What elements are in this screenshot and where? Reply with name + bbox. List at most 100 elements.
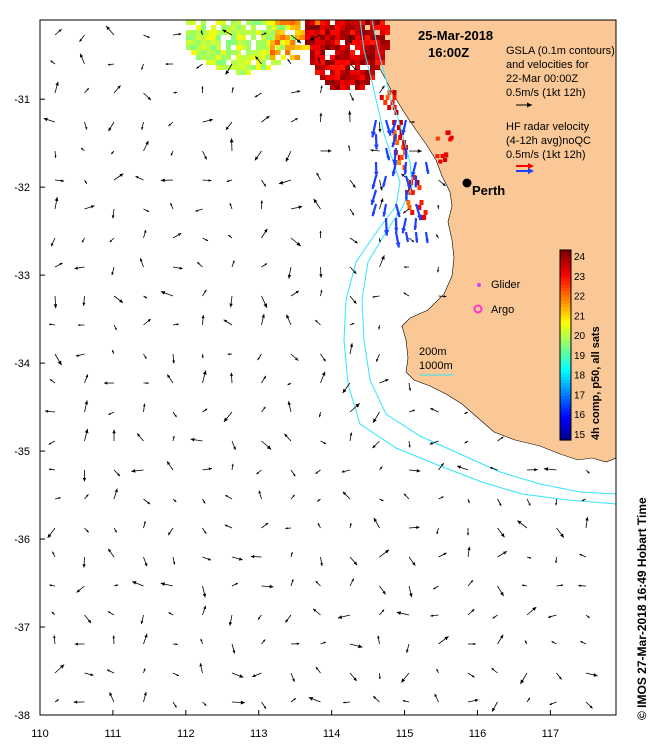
sst-pixel xyxy=(256,45,261,50)
sst-pixel xyxy=(251,20,256,25)
velocity-arrow-head xyxy=(203,501,206,504)
velocity-arrow-head xyxy=(139,258,143,262)
velocity-arrow-head xyxy=(48,442,52,445)
sst-pixel xyxy=(380,55,385,60)
velocity-arrow-head xyxy=(308,697,314,701)
colorbar-step xyxy=(560,414,571,419)
colorbar: 24 23 22 21 20 19 18 17 16 15 xyxy=(559,249,586,441)
velocity-arrow-head xyxy=(208,179,212,182)
sst-pixel xyxy=(417,205,422,210)
sst-pixel xyxy=(315,50,320,55)
colorbar-step xyxy=(560,303,571,308)
velocity-arrow-head xyxy=(292,473,296,477)
sst-pixel xyxy=(186,20,191,25)
sst-pixel xyxy=(186,30,191,35)
sst-pixel xyxy=(365,55,370,60)
sst-pixel xyxy=(385,25,390,30)
velocity-arrow-head xyxy=(378,676,381,680)
velocity-arrow-head xyxy=(348,110,352,115)
sst-pixel xyxy=(340,30,345,35)
velocity-arrow-head xyxy=(381,609,385,612)
sst-pixel xyxy=(256,55,261,60)
colorbar-tick-label: 21 xyxy=(574,311,586,322)
velocity-arrow-head xyxy=(403,493,407,497)
sst-pixel xyxy=(315,70,320,75)
sst-pixel xyxy=(360,80,365,85)
sst-pixel xyxy=(196,30,201,35)
sst-pixel xyxy=(236,50,241,55)
velocity-arrow-head xyxy=(225,126,229,130)
sst-pixel xyxy=(275,35,280,40)
hf-radar-arrow-head xyxy=(411,171,416,177)
sst-pixel xyxy=(310,30,315,35)
colorbar-label: 4h comp, p50, all sats xyxy=(590,326,602,440)
hf-radar-arrow-head xyxy=(425,169,430,174)
velocity-arrow-head xyxy=(373,418,377,423)
hf-scale-arrows xyxy=(516,163,534,174)
sst-pixel xyxy=(360,20,365,25)
sst-pixel xyxy=(271,35,276,40)
velocity-arrow-head xyxy=(298,205,303,210)
velocity-arrow-head xyxy=(287,401,291,405)
velocity-arrow-head xyxy=(353,300,357,304)
velocity-arrow-head xyxy=(115,584,119,587)
sst-pixel xyxy=(285,40,290,45)
sst-pixel xyxy=(350,55,355,60)
hf-radar-arrow-head xyxy=(395,242,401,248)
sst-pixel xyxy=(261,60,266,65)
velocity-arrow-head xyxy=(82,564,86,568)
hf-radar-arrow-head xyxy=(370,199,376,205)
sst-pixel xyxy=(387,105,392,110)
sst-pixel xyxy=(365,75,370,80)
sst-pixel xyxy=(246,60,251,65)
sst-pixel xyxy=(422,215,427,220)
gsla-label: GSLA (0.1m contours) xyxy=(506,45,615,57)
velocity-arrow-head xyxy=(401,173,405,177)
velocity-arrow-head xyxy=(201,314,205,319)
velocity-arrow-head xyxy=(433,587,436,590)
colorbar-step xyxy=(560,367,571,371)
sst-pixel xyxy=(261,40,266,45)
velocity-arrow-head xyxy=(396,611,402,615)
x-tick-label: 117 xyxy=(542,728,560,740)
velocity-arrow-head xyxy=(108,412,111,415)
sst-pixel xyxy=(406,190,411,195)
sst-pixel xyxy=(211,60,216,65)
velocity-arrow-head xyxy=(315,666,319,670)
colorbar-step xyxy=(560,275,571,280)
sst-pixel xyxy=(251,25,256,30)
velocity-arrow-head xyxy=(466,533,470,536)
sst-pixel xyxy=(281,25,286,30)
velocity-arrow-head xyxy=(585,516,589,521)
velocity-arrow-head xyxy=(203,605,207,610)
hf-radar-arrow-head xyxy=(405,238,409,243)
hf-radar-arrow-head xyxy=(374,171,379,177)
colorbar-step xyxy=(560,364,571,368)
sst-pixel xyxy=(392,130,397,135)
sst-pixel xyxy=(375,65,380,70)
gsla-time: 22-Mar 00:00Z xyxy=(506,73,578,85)
sst-pixel xyxy=(285,35,290,40)
velocity-arrow-head xyxy=(143,521,146,524)
colorbar-step xyxy=(560,269,571,273)
map-date: 25-Mar-2018 xyxy=(418,28,493,43)
sst-pixel xyxy=(305,25,310,30)
velocity-arrow-head xyxy=(467,500,470,504)
velocity-arrow-head xyxy=(342,491,347,496)
sst-pixel xyxy=(211,25,216,30)
glider-symbol xyxy=(477,283,481,287)
velocity-arrow-head xyxy=(176,673,179,676)
velocity-arrow-head xyxy=(85,374,89,378)
colorbar-step xyxy=(560,262,571,267)
velocity-arrow-head xyxy=(202,370,207,375)
colorbar-step xyxy=(560,405,571,409)
velocity-arrow-head xyxy=(353,67,357,71)
velocity-arrow-head xyxy=(106,26,111,31)
sst-pixel xyxy=(231,60,236,65)
sst-pixel xyxy=(443,152,448,157)
sst-pixel xyxy=(266,25,271,30)
sst-pixel xyxy=(236,35,241,40)
velocity-arrow-head xyxy=(379,186,383,191)
colorbar-step xyxy=(560,398,571,403)
sst-pixel xyxy=(300,30,305,35)
